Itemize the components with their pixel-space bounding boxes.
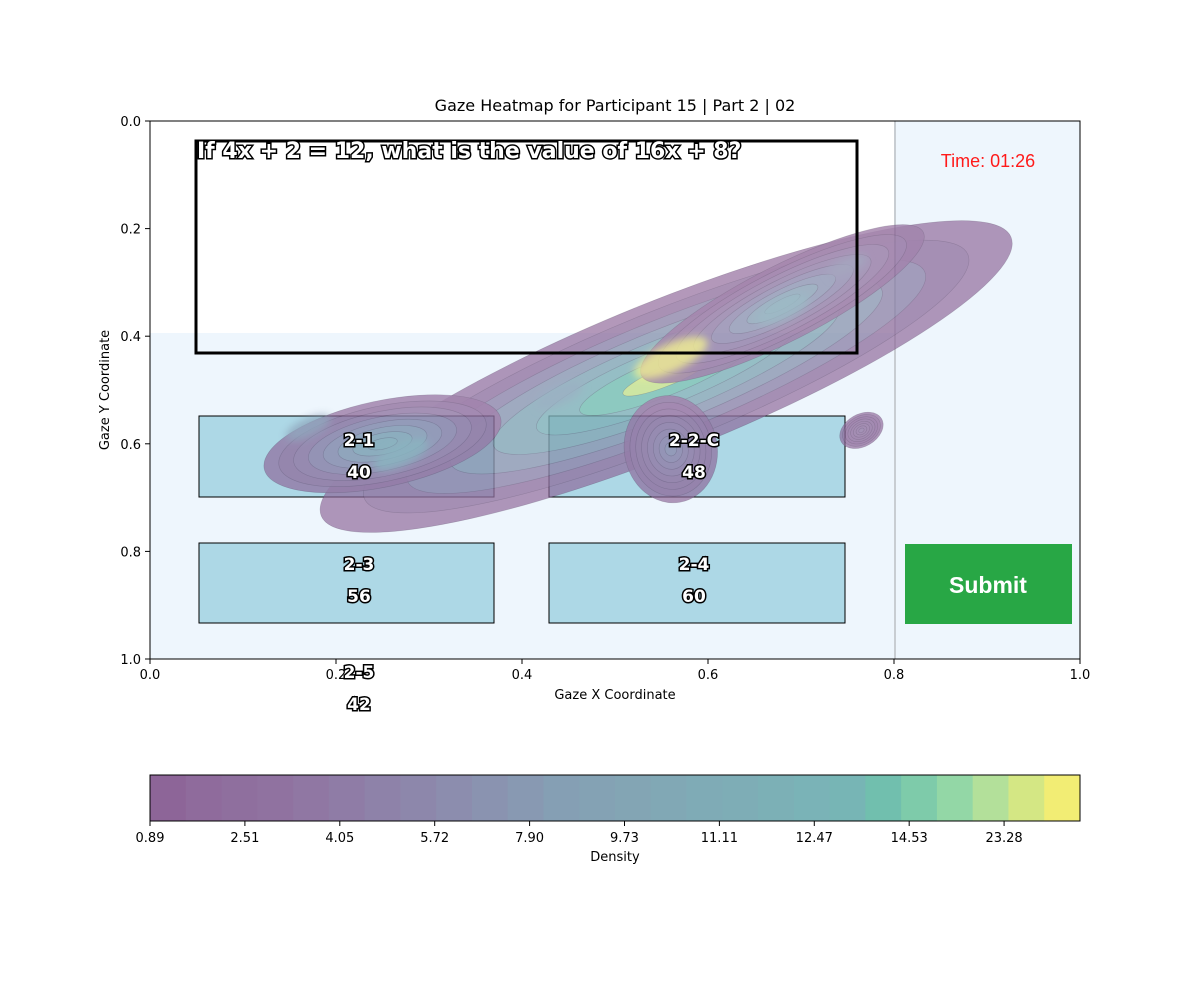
colorbar-segment — [793, 775, 831, 821]
option-value-2-2-c: 48 — [682, 463, 706, 483]
timer-text: Time: 01:26 — [941, 151, 1035, 171]
colorbar-segment — [293, 775, 330, 821]
colorbar-tick-label: 12.47 — [796, 831, 833, 846]
colorbar-segment — [507, 775, 544, 821]
colorbar-segment — [901, 775, 938, 821]
density-layer — [263, 220, 1013, 533]
x-tick-label: 0.0 — [140, 668, 161, 683]
colorbar-tick-label: 5.72 — [420, 831, 449, 846]
colorbar-tick-label: 4.05 — [325, 831, 354, 846]
colorbar-segment — [758, 775, 795, 821]
colorbar-segment — [615, 775, 652, 821]
colorbar-segment — [1044, 775, 1081, 821]
colorbar-segment — [865, 775, 902, 821]
colorbar-tick-label: 11.11 — [701, 831, 738, 846]
density-hotspot — [285, 414, 331, 441]
answer-box-2-3[interactable] — [198, 542, 495, 624]
colorbar-segment — [1008, 775, 1045, 821]
option-label-2-2-c: 2-2-C — [669, 431, 719, 451]
colorbar-segment — [686, 775, 723, 821]
option-value-2-5: 42 — [347, 695, 371, 715]
colorbar — [150, 775, 1081, 821]
colorbar-segment — [436, 775, 473, 821]
density-contour — [664, 442, 677, 457]
x-tick-label: 0.2 — [326, 668, 347, 683]
colorbar-segment — [829, 775, 866, 821]
y-tick-label: 0.8 — [120, 545, 141, 560]
option-label-2-3: 2-3 — [344, 555, 375, 575]
y-tick-label: 0.6 — [120, 438, 141, 453]
option-label-2-4: 2-4 — [679, 555, 710, 575]
submit-button[interactable] — [905, 544, 1072, 624]
y-tick-label: 0.2 — [120, 223, 141, 238]
colorbar-ticks: 0.89 2.51 4.05 5.72 7.90 9.73 11.11 12.47 14.53 2… — [136, 821, 1023, 846]
x-axis-label: Gaze X Coordinate — [554, 688, 675, 703]
density-hotspot — [756, 294, 809, 325]
colorbar-segment — [364, 775, 401, 821]
option-label-2-1: 2-1 — [344, 431, 375, 451]
x-tick-label: 0.4 — [512, 668, 533, 683]
colorbar-segment — [972, 775, 1009, 821]
question-text: If 4x + 2 = 12, what is the value of 16x… — [197, 139, 741, 164]
answer-box-2-4[interactable] — [548, 542, 846, 624]
question-box — [194, 139, 859, 355]
density-hotspot — [634, 336, 708, 379]
colorbar-tick-label: 9.73 — [610, 831, 639, 846]
option-value-2-1: 40 — [347, 463, 371, 483]
density-contour — [858, 427, 865, 433]
y-tick-label: 0.0 — [120, 115, 141, 130]
y-tick-label: 0.4 — [120, 330, 141, 345]
colorbar-frame — [149, 774, 1081, 822]
colorbar-tick-label: 14.53 — [891, 831, 928, 846]
option-label-2-5: 2-5 — [344, 663, 375, 683]
colorbar-segment — [257, 775, 294, 821]
colorbar-tick-label: 23.28 — [985, 831, 1022, 846]
colorbar-segment — [579, 775, 616, 821]
colorbar-tick-label: 7.90 — [515, 831, 544, 846]
chart-title: Gaze Heatmap for Participant 15 | Part 2… — [435, 96, 796, 115]
colorbar-segment — [722, 775, 759, 821]
colorbar-segment — [400, 775, 437, 821]
colorbar-segment — [185, 775, 223, 821]
option-value-2-3: 56 — [347, 587, 371, 607]
colorbar-segment — [150, 775, 187, 821]
colorbar-tick-label: 0.89 — [136, 831, 165, 846]
colorbar-segment — [543, 775, 580, 821]
y-axis-label: Gaze Y Coordinate — [98, 330, 113, 450]
colorbar-segment — [471, 775, 509, 821]
colorbar-segment — [328, 775, 366, 821]
colorbar-segment — [650, 775, 688, 821]
density-contour — [367, 437, 398, 451]
y-axis-ticks: 0.0 0.2 0.4 0.6 0.8 1.0 — [120, 115, 150, 668]
colorbar-segment — [936, 775, 974, 821]
x-tick-label: 0.8 — [884, 668, 905, 683]
option-value-2-4: 60 — [682, 587, 706, 607]
axes-frame — [149, 120, 1081, 660]
colorbar-tick-label: 2.51 — [230, 831, 259, 846]
submit-button-label[interactable]: Submit — [949, 572, 1027, 598]
density-hotspot — [535, 381, 583, 410]
x-tick-label: 0.6 — [698, 668, 719, 683]
colorbar-label: Density — [590, 850, 640, 865]
y-tick-label: 1.0 — [120, 653, 141, 668]
density-hotspot — [373, 438, 429, 471]
x-axis-ticks: 0.0 0.2 0.4 0.6 0.8 1.0 — [140, 659, 1091, 683]
x-tick-label: 1.0 — [1070, 668, 1091, 683]
colorbar-segment — [221, 775, 258, 821]
